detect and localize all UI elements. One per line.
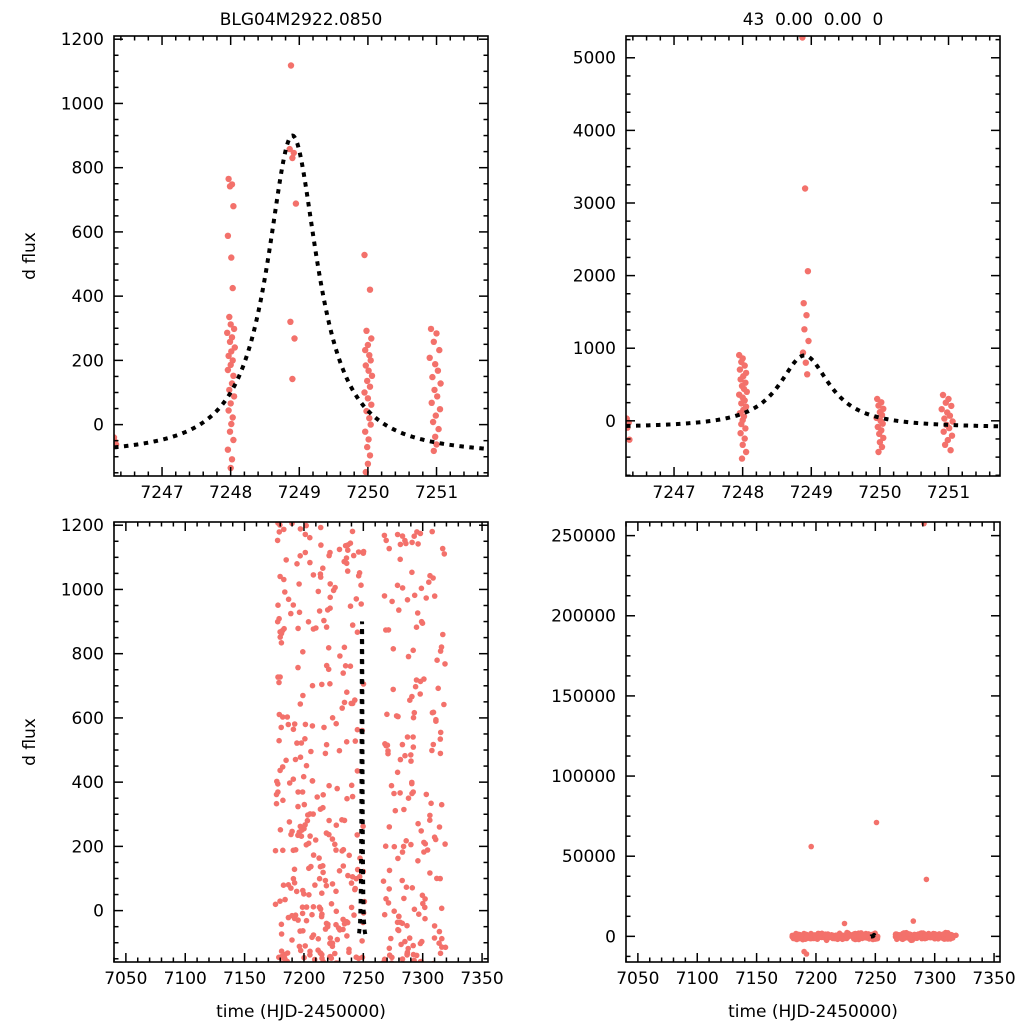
model-curve xyxy=(356,621,368,936)
svg-text:0: 0 xyxy=(605,412,616,432)
svg-text:0: 0 xyxy=(93,902,104,922)
svg-text:7300: 7300 xyxy=(401,969,444,989)
scatter-points xyxy=(272,522,449,962)
svg-text:7250: 7250 xyxy=(342,969,385,989)
plot-area-bottom-left xyxy=(272,522,449,962)
svg-text:7250: 7250 xyxy=(858,483,901,503)
tick-labels: 7050 7100 7150 7200 7250 7300 7350 0 200 400 600 80… xyxy=(61,516,504,989)
x-axis-label-bottom-right: time (HJD-2450000) xyxy=(728,1002,898,1022)
plot-area-bottom-right xyxy=(789,522,959,957)
svg-text:7350: 7350 xyxy=(460,969,503,989)
panel-bottom-right-plot: 7050 7100 7150 7200 7250 7300 7350 0 50000 100000… xyxy=(551,521,1016,989)
svg-text:7249: 7249 xyxy=(278,483,321,503)
svg-text:5000: 5000 xyxy=(573,49,616,69)
axis-ticks xyxy=(626,36,1000,477)
svg-text:200: 200 xyxy=(72,351,104,371)
panel-top-left-plot: 7247 7248 7249 7250 7251 0 200 400 600 800 1000 120… xyxy=(61,30,489,503)
svg-text:1000: 1000 xyxy=(573,339,616,359)
svg-text:3000: 3000 xyxy=(573,194,616,214)
svg-text:800: 800 xyxy=(72,645,104,665)
svg-text:0: 0 xyxy=(93,416,104,436)
svg-text:7300: 7300 xyxy=(913,969,956,989)
panel-bottom-left: 7050 7100 7150 7200 7250 7300 7350 0 200 400 600 80… xyxy=(0,512,512,1024)
axis-ticks xyxy=(113,522,488,962)
model-curve xyxy=(114,133,488,451)
svg-text:7050: 7050 xyxy=(616,969,659,989)
svg-text:1200: 1200 xyxy=(61,30,104,50)
plot-area-top-left xyxy=(114,62,488,476)
svg-text:7248: 7248 xyxy=(721,483,764,503)
axis-ticks xyxy=(114,36,488,476)
axis-ticks xyxy=(625,522,1000,962)
svg-text:600: 600 xyxy=(72,223,104,243)
svg-text:1000: 1000 xyxy=(61,580,104,600)
y-axis-label-top-left: d flux xyxy=(20,232,40,280)
svg-text:7200: 7200 xyxy=(282,969,325,989)
svg-text:800: 800 xyxy=(72,159,104,179)
scatter-points xyxy=(626,36,956,462)
plot-frame xyxy=(625,521,1001,963)
svg-text:100000: 100000 xyxy=(551,767,616,787)
scatter-points xyxy=(114,62,444,476)
svg-text:200000: 200000 xyxy=(551,607,616,627)
svg-text:7100: 7100 xyxy=(676,969,719,989)
svg-text:0: 0 xyxy=(605,927,616,947)
svg-text:7247: 7247 xyxy=(652,483,695,503)
panel-top-right: 7247 7248 7249 7250 7251 0 1000 2000 3000 4000 500… xyxy=(512,0,1024,512)
panel-top-left-title: BLG04M2922.0850 xyxy=(219,10,383,30)
svg-text:200: 200 xyxy=(72,837,104,857)
scatter-points xyxy=(789,522,959,957)
plot-frame xyxy=(113,521,489,963)
svg-text:7251: 7251 xyxy=(415,483,458,503)
svg-text:7250: 7250 xyxy=(346,483,389,503)
panel-top-right-plot: 7247 7248 7249 7250 7251 0 1000 2000 3000 4000 500… xyxy=(573,35,1001,503)
tick-labels: 7247 7248 7249 7250 7251 0 200 400 600 800 1000 120… xyxy=(61,30,458,503)
svg-text:7248: 7248 xyxy=(209,483,252,503)
svg-text:150000: 150000 xyxy=(551,687,616,707)
tick-labels: 7050 7100 7150 7200 7250 7300 7350 0 50000 100000… xyxy=(551,527,1016,989)
svg-text:50000: 50000 xyxy=(562,847,616,867)
svg-text:7150: 7150 xyxy=(223,969,266,989)
model-curve xyxy=(869,932,878,939)
x-axis-label-bottom-left: time (HJD-2450000) xyxy=(216,1002,386,1022)
svg-text:7100: 7100 xyxy=(164,969,207,989)
svg-text:7250: 7250 xyxy=(854,969,897,989)
svg-text:7251: 7251 xyxy=(927,483,970,503)
svg-text:7050: 7050 xyxy=(104,969,147,989)
svg-text:1000: 1000 xyxy=(61,94,104,114)
svg-text:2000: 2000 xyxy=(573,267,616,287)
panel-bottom-right: 7050 7100 7150 7200 7250 7300 7350 0 50000 100000… xyxy=(512,512,1024,1024)
plot-frame xyxy=(625,35,1001,477)
svg-text:7350: 7350 xyxy=(972,969,1015,989)
svg-text:7200: 7200 xyxy=(794,969,837,989)
svg-text:600: 600 xyxy=(72,709,104,729)
panel-top-right-title: 43 0.00 0.00 0 xyxy=(742,10,884,30)
svg-text:250000: 250000 xyxy=(551,527,616,547)
svg-text:4000: 4000 xyxy=(573,121,616,141)
panel-bottom-left-plot: 7050 7100 7150 7200 7250 7300 7350 0 200 400 600 80… xyxy=(61,516,504,989)
plot-area-top-right xyxy=(626,36,1000,462)
svg-text:400: 400 xyxy=(72,773,104,793)
tick-labels: 7247 7248 7249 7250 7251 0 1000 2000 3000 4000 500… xyxy=(573,49,970,503)
panel-top-left: 7247 7248 7249 7250 7251 0 200 400 600 800 1000 120… xyxy=(0,0,512,512)
svg-text:7249: 7249 xyxy=(790,483,833,503)
y-axis-label-bottom-left: d flux xyxy=(20,718,40,766)
svg-text:1200: 1200 xyxy=(61,516,104,536)
plot-frame xyxy=(113,35,489,477)
svg-text:400: 400 xyxy=(72,287,104,307)
svg-text:7150: 7150 xyxy=(735,969,778,989)
svg-text:7247: 7247 xyxy=(140,483,183,503)
model-curve xyxy=(626,353,1000,429)
